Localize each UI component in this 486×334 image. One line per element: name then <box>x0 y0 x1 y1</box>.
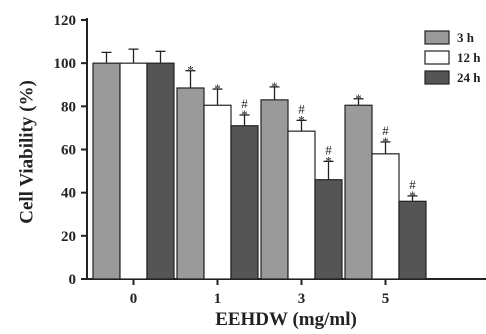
significance-mark: * <box>271 79 278 94</box>
significance-mark: # <box>325 142 332 157</box>
legend-label: 12 h <box>457 50 481 65</box>
significance-mark: * <box>214 81 221 96</box>
significance-mark: # <box>409 177 416 192</box>
significance-mark: * <box>409 188 416 203</box>
significance-mark: * <box>187 63 194 78</box>
bar-24h-3 <box>314 179 343 280</box>
bar-3h-3 <box>260 99 289 280</box>
y-tick-label: 20 <box>61 229 76 245</box>
bar-12h-3 <box>287 130 316 280</box>
bar-12h-0 <box>119 62 148 280</box>
bar-24h-1 <box>230 125 259 280</box>
legend-label: 24 h <box>457 70 481 85</box>
y-tick-label: 100 <box>54 56 77 72</box>
x-tick-label: 5 <box>382 291 390 307</box>
bar-24h-5 <box>398 200 427 280</box>
significance-mark: # <box>298 101 305 116</box>
y-tick-label: 60 <box>61 143 76 159</box>
significance-mark: # <box>382 123 389 138</box>
significance-mark: # <box>241 96 248 111</box>
y-tick-label: 120 <box>54 13 77 29</box>
y-tick-label: 80 <box>61 99 76 115</box>
x-axis-title: EEHDW (mg/ml) <box>215 309 357 330</box>
y-tick-label: 0 <box>69 272 77 288</box>
significance-mark: * <box>382 134 389 149</box>
x-tick-label: 1 <box>214 291 222 307</box>
legend-swatch <box>424 30 450 45</box>
bar-3h-5 <box>344 104 373 280</box>
y-tick-label: 40 <box>61 186 76 202</box>
bar-24h-0 <box>146 62 175 280</box>
x-tick-label: 3 <box>298 291 306 307</box>
legend-label: 3 h <box>457 30 475 45</box>
bar-3h-0 <box>92 62 121 280</box>
bar-3h-1 <box>176 87 205 280</box>
significance-mark: * <box>241 107 248 122</box>
legend-swatch <box>424 70 450 85</box>
bar-12h-5 <box>371 153 400 280</box>
x-tick-label: 0 <box>130 291 138 307</box>
significance-mark: * <box>355 91 362 106</box>
significance-mark: * <box>325 153 332 168</box>
legend-swatch <box>424 50 450 65</box>
significance-mark: * <box>298 112 305 127</box>
bar-12h-1 <box>203 104 232 280</box>
y-axis-title: Cell Viability (%) <box>16 80 37 224</box>
